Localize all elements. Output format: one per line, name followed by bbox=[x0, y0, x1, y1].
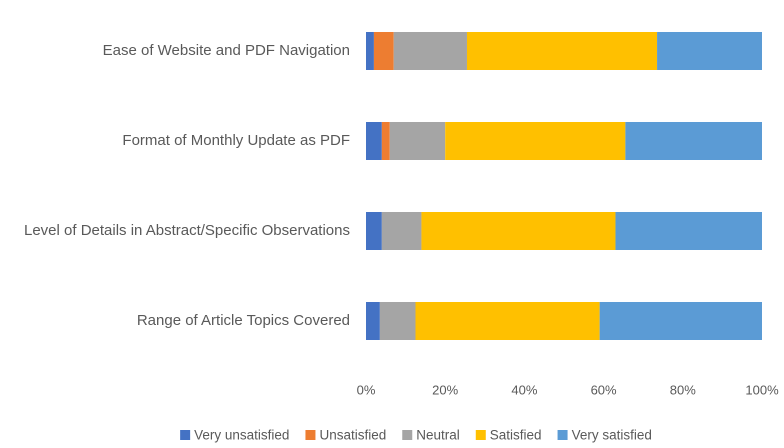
bar-segment bbox=[421, 212, 616, 250]
bar-segment bbox=[373, 32, 394, 70]
bar-segment bbox=[389, 122, 446, 160]
legend-label: Very unsatisfied bbox=[194, 428, 289, 443]
legend-label: Very satisfied bbox=[572, 428, 652, 443]
x-tick-label: 80% bbox=[670, 382, 696, 397]
legend: Very unsatisfied Unsatisfied Neutral Satisf… bbox=[180, 428, 652, 443]
legend-swatch bbox=[402, 430, 413, 440]
bar-segment bbox=[657, 32, 762, 70]
category-label: Format of Monthly Update as PDF bbox=[122, 132, 350, 149]
x-tick-label: 100% bbox=[745, 382, 779, 397]
bar-segment bbox=[415, 302, 600, 340]
legend-label: Neutral bbox=[416, 428, 460, 443]
bar-segment bbox=[599, 302, 762, 340]
category-label: Range of Article Topics Covered bbox=[137, 312, 350, 329]
category-label: Level of Details in Abstract/Specific Ob… bbox=[24, 222, 350, 239]
x-tick-label: 40% bbox=[511, 382, 537, 397]
bar-segment bbox=[466, 32, 658, 70]
bar-segment bbox=[625, 122, 762, 160]
category-label: Ease of Website and PDF Navigation bbox=[103, 42, 350, 59]
legend-label: Unsatisfied bbox=[319, 428, 386, 443]
bar-segment bbox=[366, 122, 382, 160]
bar-segment bbox=[381, 212, 422, 250]
bar-segment bbox=[366, 212, 382, 250]
bar-segment bbox=[615, 212, 762, 250]
bar-segment bbox=[445, 122, 626, 160]
bar-segment bbox=[366, 302, 380, 340]
legend-swatch bbox=[180, 430, 191, 440]
bar-segment bbox=[393, 32, 467, 70]
bar-segment bbox=[379, 302, 416, 340]
x-tick-label: 0% bbox=[357, 382, 376, 397]
bar-segment bbox=[366, 32, 374, 70]
legend-swatch bbox=[557, 430, 568, 440]
bar-segment bbox=[381, 122, 390, 160]
x-tick-label: 60% bbox=[591, 382, 617, 397]
x-tick-label: 20% bbox=[432, 382, 458, 397]
legend-swatch bbox=[475, 430, 486, 440]
legend-label: Satisfied bbox=[490, 428, 542, 443]
legend-swatch bbox=[305, 430, 316, 440]
